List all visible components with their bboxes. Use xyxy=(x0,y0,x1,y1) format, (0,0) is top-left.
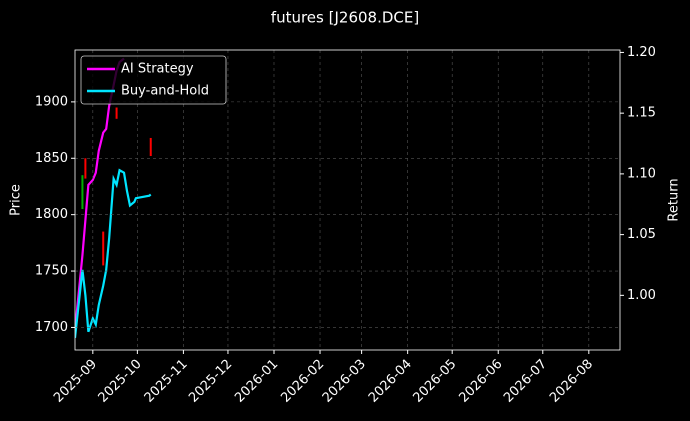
line-series xyxy=(75,168,152,338)
y-axis-label: Price xyxy=(9,184,24,216)
axes-frame xyxy=(74,49,621,351)
y-tick-label: 1800 xyxy=(35,207,68,222)
y-tick-label: 1700 xyxy=(35,320,68,335)
y2-tick-label: 1.20 xyxy=(627,45,656,60)
y2-tick-label: 1.05 xyxy=(627,227,656,242)
y2-tick-label: 1.10 xyxy=(627,166,656,181)
legend-label: Buy-and-Hold xyxy=(121,84,209,99)
candle-body xyxy=(149,137,152,157)
y2-axis-label: Return xyxy=(667,178,682,221)
y2-tick-label: 1.00 xyxy=(627,288,656,303)
legend-label: AI Strategy xyxy=(121,62,194,77)
candle-body xyxy=(115,107,118,119)
y2-tick-label: 1.15 xyxy=(627,106,656,121)
y-tick-label: 1750 xyxy=(35,264,68,279)
y-tick-label: 1900 xyxy=(35,94,68,109)
y-tick-label: 1850 xyxy=(35,151,68,166)
legend-box xyxy=(80,55,227,105)
candle-body xyxy=(81,175,84,210)
candle-body xyxy=(84,158,87,179)
candle-body xyxy=(102,231,105,266)
chart-title: futures [J2608.DCE] xyxy=(271,9,419,27)
